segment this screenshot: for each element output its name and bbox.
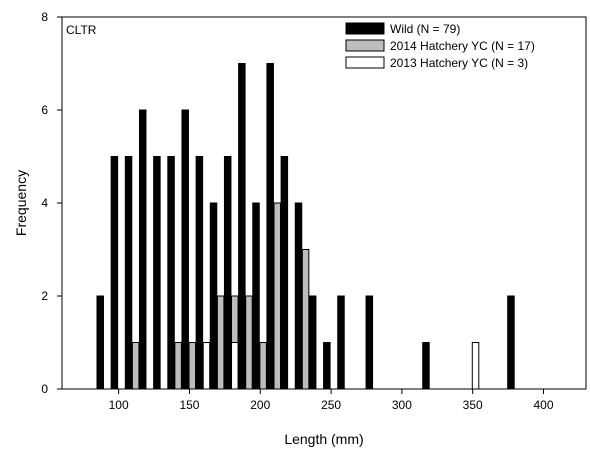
bar-series-0-11: [252, 202, 260, 390]
bar-series-0-7: [195, 156, 204, 390]
x-axis: 100 150 200 250 300 350 400: [109, 389, 554, 412]
x-tick-label-2: 200: [250, 398, 270, 412]
x-tick-label-6: 400: [533, 398, 553, 412]
legend: Wild (N = 79) 2014 Hatchery YC (N = 17) 20…: [345, 22, 535, 70]
y-tick-label-3: 6: [41, 103, 48, 117]
bar-series-1-1: [174, 342, 182, 390]
legend-swatch-2: [345, 56, 385, 69]
legend-label-2: 2013 Hatchery YC (N = 3): [390, 56, 528, 70]
x-tick-label-5: 350: [463, 398, 483, 412]
bar-series-2-1: [231, 342, 239, 390]
bar-series-0-8: [209, 202, 218, 390]
bar-series-0-2: [124, 156, 133, 390]
bar-series-1-0: [131, 342, 140, 390]
y-tick-label-1: 2: [41, 289, 48, 303]
bar-series-0-0: [96, 295, 104, 390]
bar-series-1-6: [259, 342, 267, 390]
y-tick-label-4: 8: [41, 10, 48, 24]
x-tick-label-3: 250: [321, 398, 341, 412]
bar-series-0-6: [181, 109, 189, 390]
legend-swatch-1: [345, 39, 385, 52]
bar-series-0-16: [323, 342, 331, 390]
bar-series-0-20: [507, 295, 515, 390]
bar-series-1-3: [216, 295, 225, 390]
x-tick-label-0: 100: [109, 398, 129, 412]
bar-series-2-0: [202, 342, 211, 390]
bars-group: [96, 63, 515, 390]
panel-label: CLTR: [66, 23, 97, 37]
x-tick-label-1: 150: [179, 398, 199, 412]
y-axis: 0 2 4 6 8: [41, 10, 62, 396]
bar-series-0-9: [223, 156, 232, 390]
x-tick-label-4: 300: [392, 398, 412, 412]
legend-label-0: Wild (N = 79): [390, 22, 460, 36]
y-tick-label-2: 4: [41, 196, 48, 210]
bar-series-2-2: [471, 342, 480, 390]
bar-series-0-13: [280, 156, 289, 390]
y-axis-title: Frequency: [13, 170, 29, 236]
bar-series-1-5: [245, 295, 253, 390]
bar-series-0-15: [308, 295, 317, 390]
bar-series-0-17: [337, 295, 345, 390]
bar-series-0-12: [266, 63, 274, 390]
y-tick-label-0: 0: [41, 382, 48, 396]
bar-series-1-8: [301, 249, 310, 390]
x-axis-title: Length (mm): [284, 431, 363, 447]
bar-series-0-14: [294, 202, 303, 390]
bar-series-1-2: [188, 342, 197, 390]
bar-series-0-10: [238, 63, 246, 390]
bar-series-0-18: [365, 295, 374, 390]
bar-series-0-1: [110, 156, 119, 390]
bar-series-0-5: [167, 156, 175, 390]
bar-series-0-3: [138, 109, 147, 390]
legend-label-1: 2014 Hatchery YC (N = 17): [390, 39, 535, 53]
bar-series-0-19: [422, 342, 430, 390]
bar-series-1-7: [273, 202, 282, 390]
legend-swatch-0: [345, 22, 385, 35]
bar-series-0-4: [153, 156, 161, 390]
